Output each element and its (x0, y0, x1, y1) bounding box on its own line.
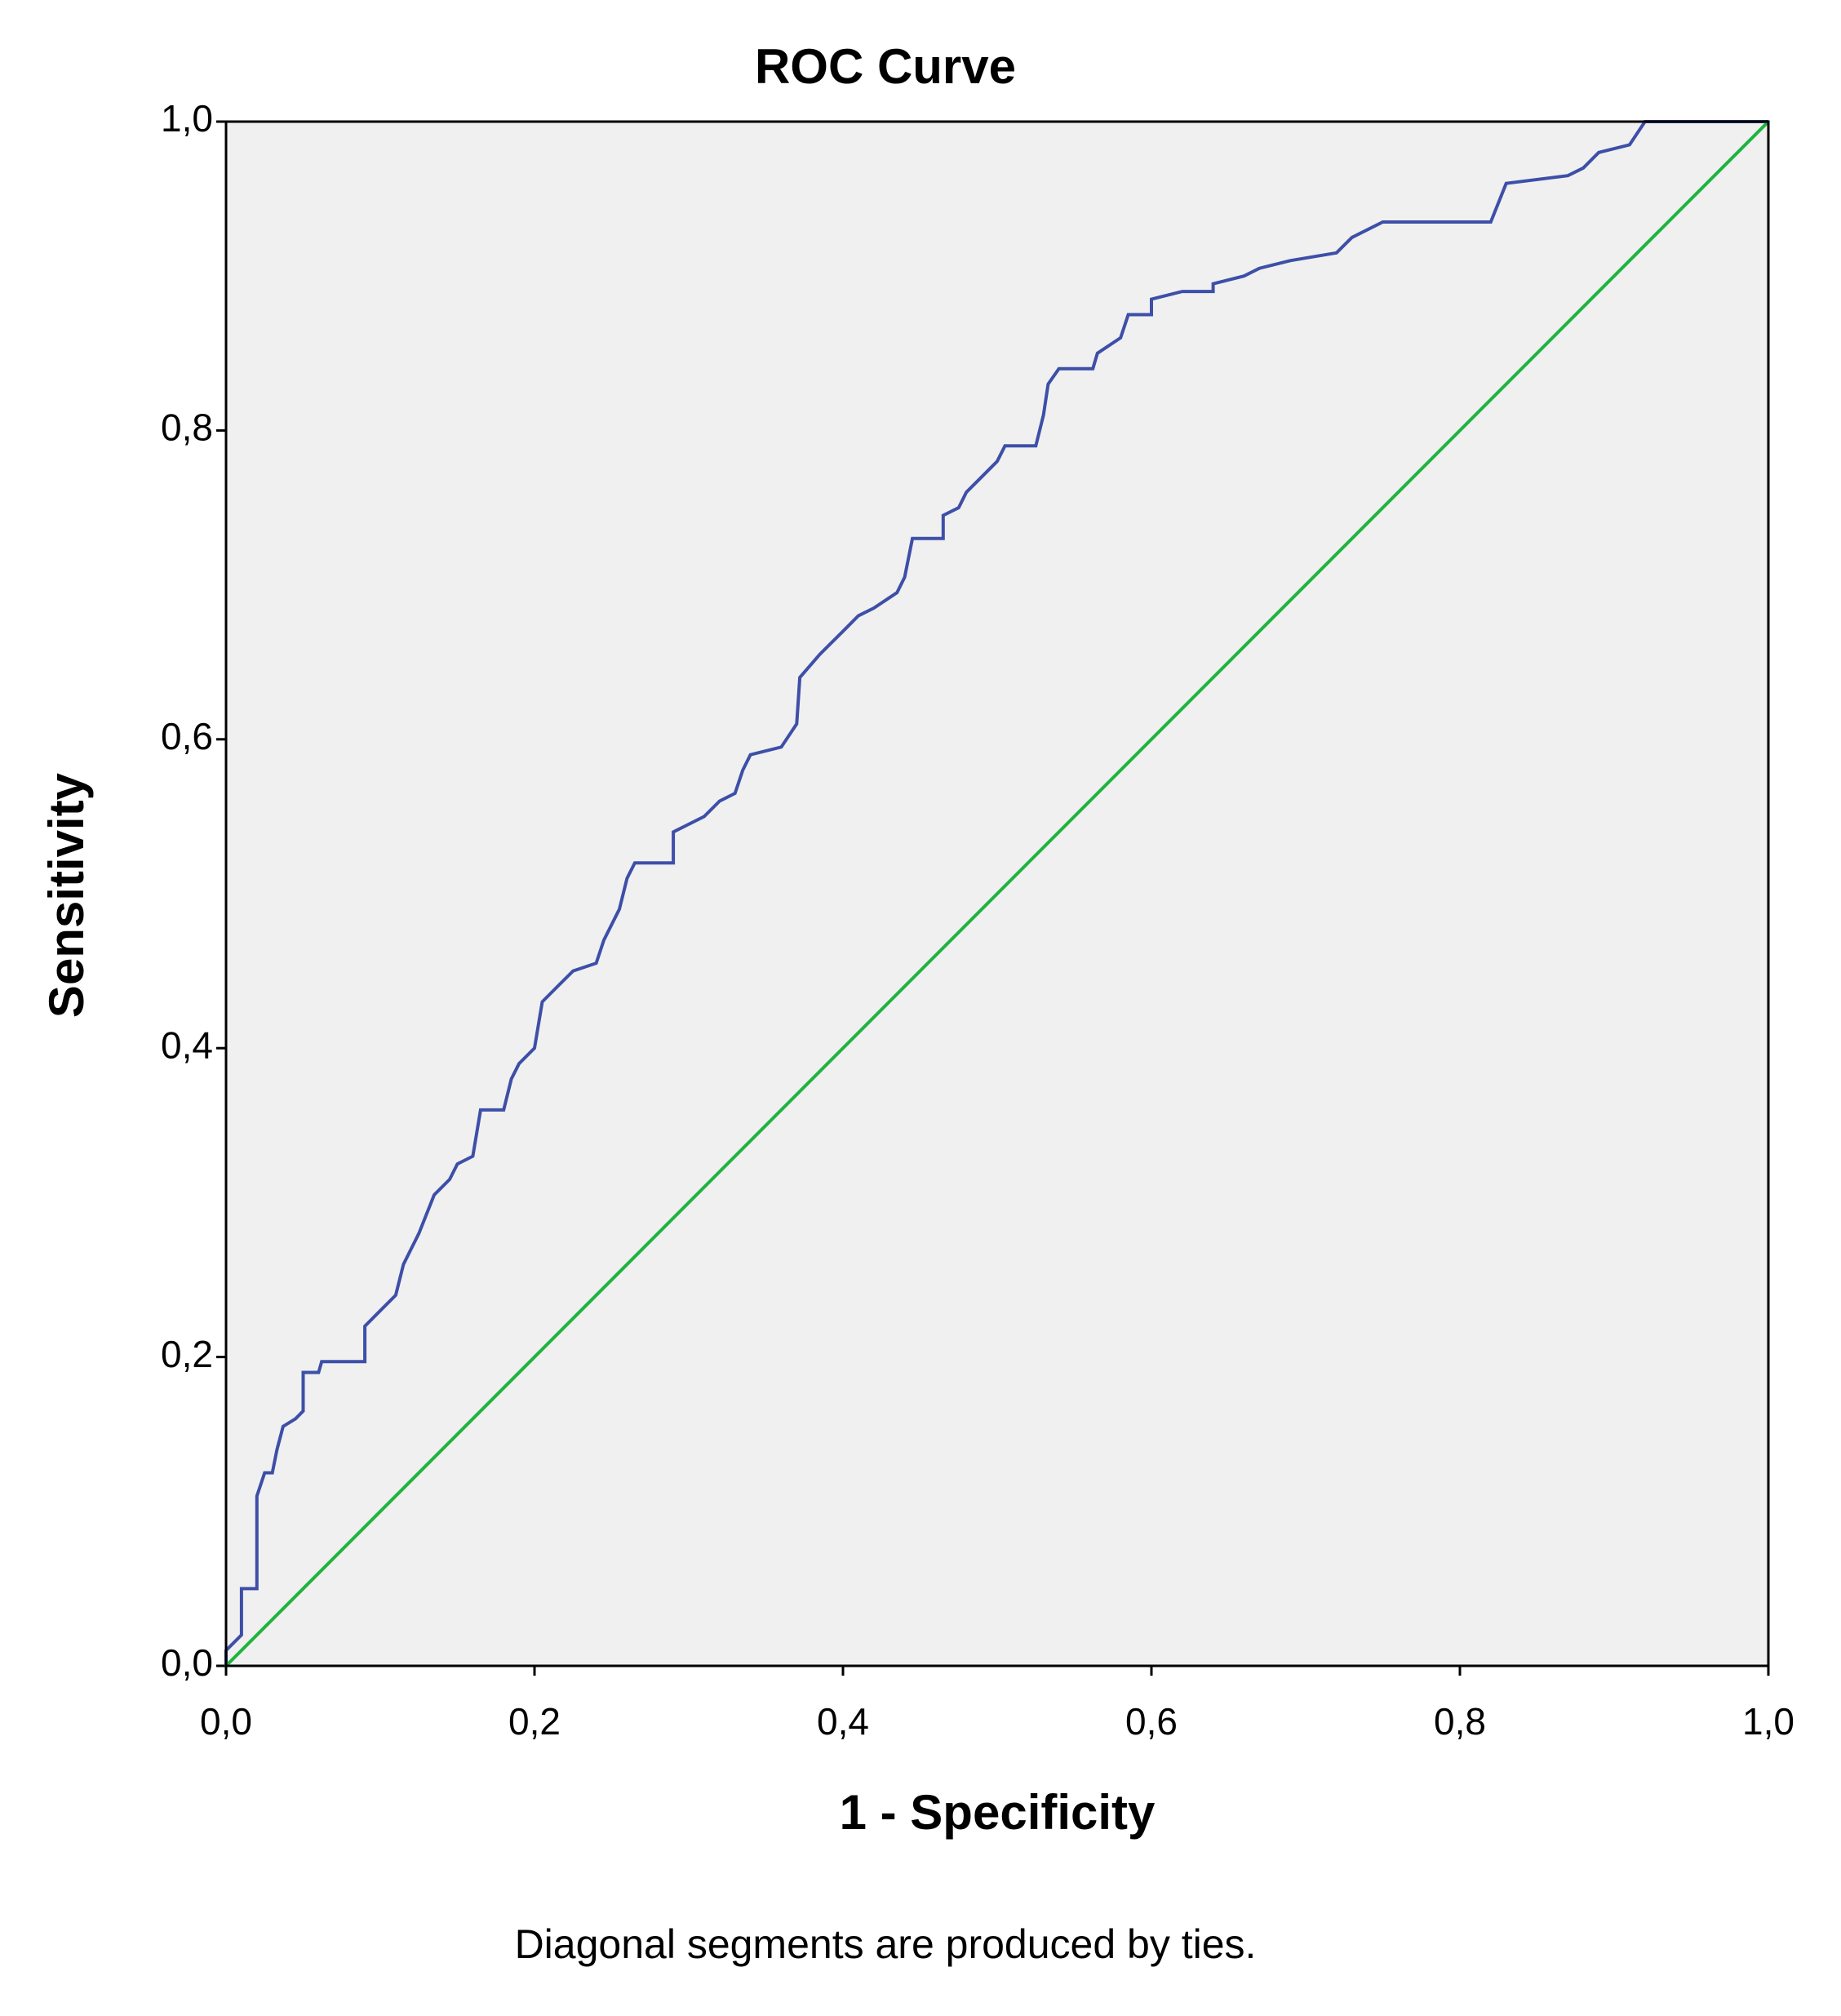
y-tick-label: 0,0 (161, 1641, 213, 1684)
footnote: Diagonal segments are produced by ties. (515, 1921, 1257, 1967)
y-tick-label: 0,6 (161, 715, 213, 757)
roc-line (224, 120, 1770, 1667)
y-tick-label: 0,4 (161, 1024, 213, 1066)
y-tick-label: 0,8 (161, 406, 213, 449)
x-tick-label: 0,8 (1434, 1700, 1486, 1743)
x-tick-label: 0,4 (817, 1700, 869, 1743)
x-tick-label: 0,0 (200, 1700, 252, 1743)
y-tick-label: 0,2 (161, 1333, 213, 1375)
roc-line (224, 120, 1768, 1666)
x-tick-label: 0,6 (1125, 1700, 1178, 1743)
x-axis-label: 1 - Specificity (840, 1785, 1156, 1840)
x-tick-label: 1,0 (1742, 1700, 1794, 1743)
chart-title: ROC Curve (755, 39, 1016, 94)
y-axis-label: Sensitivity (39, 772, 94, 1018)
y-tick-label: 1,0 (161, 97, 213, 140)
plot-frame (224, 120, 1770, 1667)
x-tick-label: 0,2 (508, 1700, 561, 1743)
